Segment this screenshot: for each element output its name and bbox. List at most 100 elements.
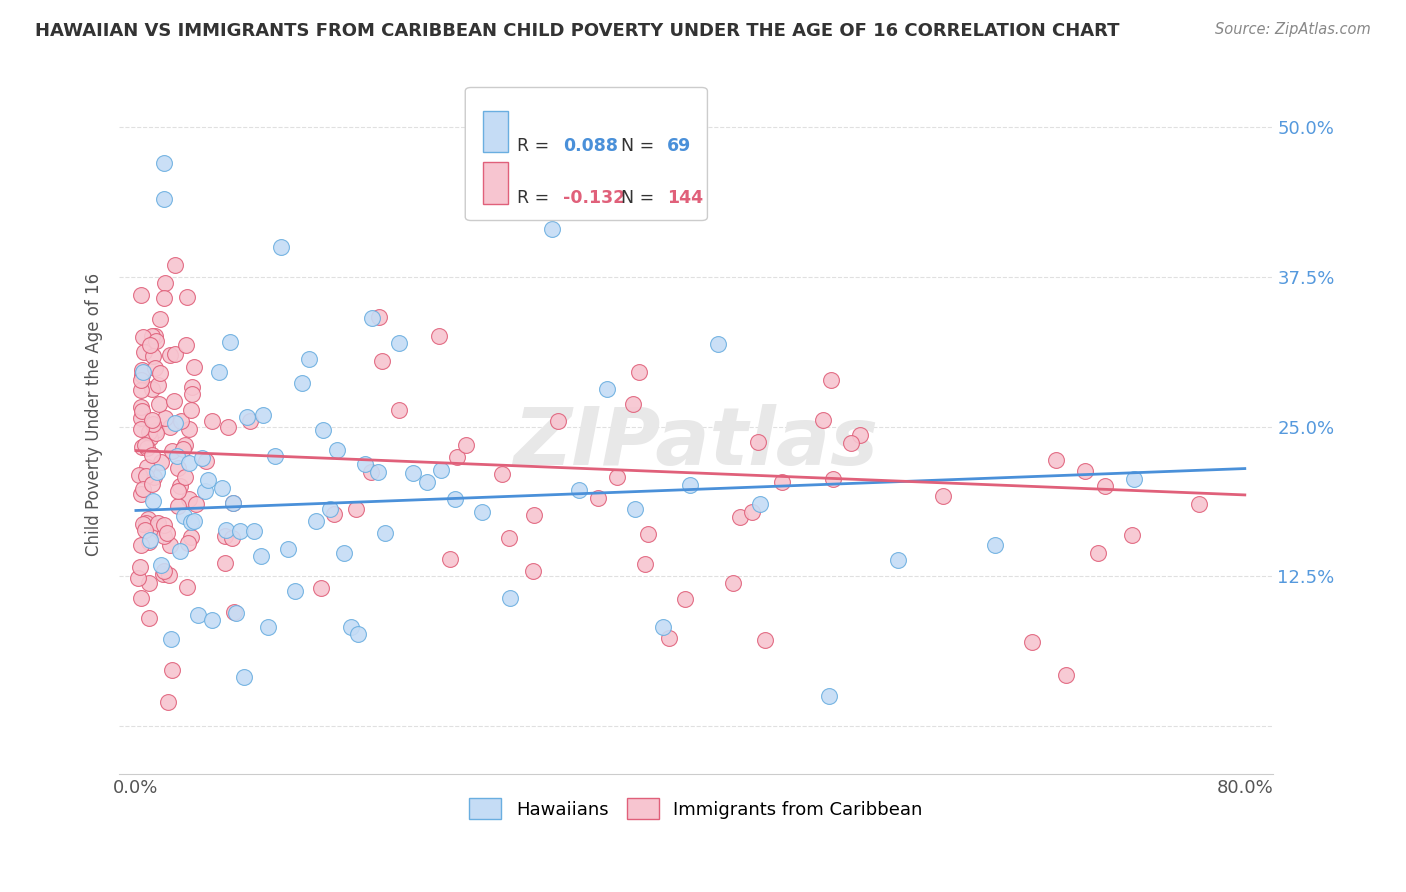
Point <box>249 549 271 564</box>
Point <box>239 414 262 428</box>
Point <box>159 348 181 362</box>
Point <box>1054 667 1077 681</box>
Point <box>152 192 174 206</box>
Point <box>284 583 307 598</box>
Point <box>127 570 149 584</box>
Point <box>658 632 681 646</box>
Point <box>141 494 163 508</box>
Point <box>165 258 187 272</box>
Point <box>634 558 657 572</box>
Point <box>149 311 172 326</box>
Point <box>439 552 461 566</box>
Point <box>180 530 202 544</box>
Point <box>291 376 314 390</box>
Point <box>628 365 651 379</box>
Point <box>748 497 770 511</box>
Point <box>1094 479 1116 493</box>
Point <box>252 408 274 422</box>
Point <box>454 438 477 452</box>
FancyBboxPatch shape <box>482 162 508 204</box>
Point <box>208 365 231 379</box>
Point <box>131 440 153 454</box>
Point <box>184 497 207 511</box>
Point <box>429 329 451 343</box>
Point <box>367 465 389 479</box>
Point <box>180 403 202 417</box>
Point <box>443 492 465 507</box>
Point <box>169 479 191 493</box>
Point <box>142 417 165 431</box>
Point <box>471 505 494 519</box>
Point <box>821 472 844 486</box>
Point <box>811 413 834 427</box>
Point <box>233 671 256 685</box>
Point <box>360 310 382 325</box>
Point <box>153 276 176 290</box>
Point <box>135 516 157 530</box>
Point <box>129 400 152 414</box>
Point <box>145 334 167 348</box>
Point <box>1188 497 1211 511</box>
Point <box>741 505 763 519</box>
Point <box>146 378 169 392</box>
Text: N =: N = <box>621 137 659 155</box>
Point <box>132 330 155 344</box>
Point <box>1122 472 1144 486</box>
Point <box>217 420 239 434</box>
Point <box>136 512 159 526</box>
Y-axis label: Child Poverty Under the Age of 16: Child Poverty Under the Age of 16 <box>86 273 103 557</box>
Point <box>173 508 195 523</box>
Point <box>388 335 411 350</box>
Point <box>214 528 236 542</box>
Point <box>818 690 841 704</box>
Point <box>222 496 245 510</box>
Point <box>156 525 179 540</box>
Point <box>215 523 238 537</box>
Point <box>263 449 285 463</box>
Point <box>326 443 349 458</box>
Text: ZIPatlas: ZIPatlas <box>513 404 879 483</box>
Point <box>152 564 174 578</box>
Point <box>157 567 180 582</box>
Point <box>159 538 181 552</box>
Point <box>141 476 163 491</box>
Text: 144: 144 <box>666 189 703 207</box>
Point <box>153 410 176 425</box>
Point <box>129 591 152 606</box>
Point <box>142 350 165 364</box>
Point <box>145 465 167 479</box>
Point <box>163 393 186 408</box>
Point <box>153 518 176 533</box>
Point <box>523 508 546 522</box>
Point <box>177 422 200 436</box>
Point <box>499 591 522 605</box>
Point <box>214 556 236 570</box>
Point <box>723 576 745 591</box>
Point <box>236 410 259 425</box>
Point <box>129 538 152 552</box>
Point <box>651 620 673 634</box>
Point <box>770 475 793 490</box>
Point <box>152 566 174 581</box>
Point <box>139 533 162 548</box>
Point <box>166 449 188 463</box>
Point <box>222 496 245 510</box>
Point <box>143 328 166 343</box>
Text: Source: ZipAtlas.com: Source: ZipAtlas.com <box>1215 22 1371 37</box>
Point <box>163 417 186 431</box>
Point <box>174 470 197 484</box>
Point <box>141 448 163 462</box>
Point <box>143 470 166 484</box>
Point <box>606 470 628 484</box>
Point <box>148 397 170 411</box>
Point <box>134 524 156 538</box>
Point <box>167 484 190 499</box>
Point <box>820 373 842 387</box>
Point <box>637 527 659 541</box>
Point <box>157 695 180 709</box>
Legend: Hawaiians, Immigrants from Caribbean: Hawaiians, Immigrants from Caribbean <box>461 791 931 826</box>
Point <box>146 520 169 534</box>
Point <box>159 420 181 434</box>
Point <box>145 423 167 437</box>
Point <box>194 454 217 468</box>
